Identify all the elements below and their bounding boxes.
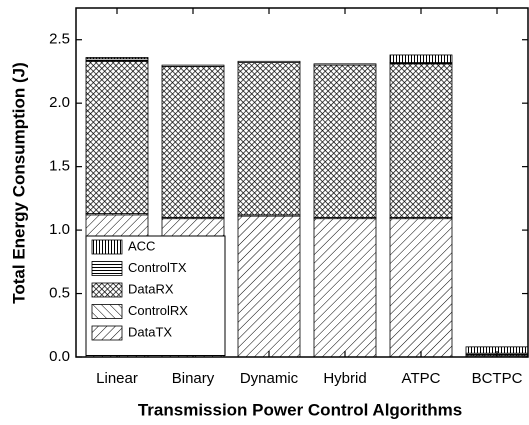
legend-swatch bbox=[91, 325, 123, 341]
legend-swatch bbox=[91, 261, 123, 276]
bar-segment bbox=[389, 54, 453, 63]
y-tick-label: 2.5 bbox=[49, 31, 70, 48]
legend-label: ControlRX bbox=[128, 303, 188, 318]
bar-segment bbox=[313, 218, 377, 358]
plot-frame bbox=[75, 7, 529, 358]
y-axis-title: Total Energy Consumption (J) bbox=[9, 62, 28, 303]
bar-segment bbox=[85, 60, 149, 214]
bar-segment bbox=[313, 63, 377, 66]
y-tick-label: 0.5 bbox=[49, 285, 70, 302]
bar-segment bbox=[237, 215, 301, 358]
x-tick-label: Binary bbox=[172, 370, 215, 387]
legend-swatch bbox=[91, 304, 123, 319]
legend-label: DataRX bbox=[128, 281, 174, 296]
legend-label: DataTX bbox=[128, 324, 172, 339]
x-tick-label: BCTPC bbox=[472, 370, 523, 387]
bar-segment bbox=[161, 64, 225, 67]
x-axis-title: Transmission Power Control Algorithms bbox=[138, 400, 462, 419]
bar-segment bbox=[389, 218, 453, 358]
bar-segment bbox=[389, 63, 453, 218]
legend-swatch bbox=[91, 282, 123, 298]
legend-label: ACC bbox=[128, 238, 155, 253]
bar-segment bbox=[85, 57, 149, 60]
x-tick-label: Dynamic bbox=[240, 370, 299, 387]
y-tick-label: 1.5 bbox=[49, 158, 70, 175]
legend-label: ControlTX bbox=[128, 260, 187, 275]
x-tick-label: Linear bbox=[96, 370, 138, 387]
x-tick-label: Hybrid bbox=[323, 370, 366, 387]
y-tick-label: 2.0 bbox=[49, 94, 70, 111]
bar-segment bbox=[237, 60, 301, 63]
legend-swatch bbox=[91, 239, 123, 255]
bar-segment bbox=[161, 65, 225, 218]
bar-segment bbox=[237, 62, 301, 216]
bar-segment bbox=[313, 64, 377, 218]
y-tick-label: 0.0 bbox=[49, 348, 70, 365]
x-tick-label: ATPC bbox=[402, 370, 441, 387]
y-tick-label: 1.0 bbox=[49, 221, 70, 238]
